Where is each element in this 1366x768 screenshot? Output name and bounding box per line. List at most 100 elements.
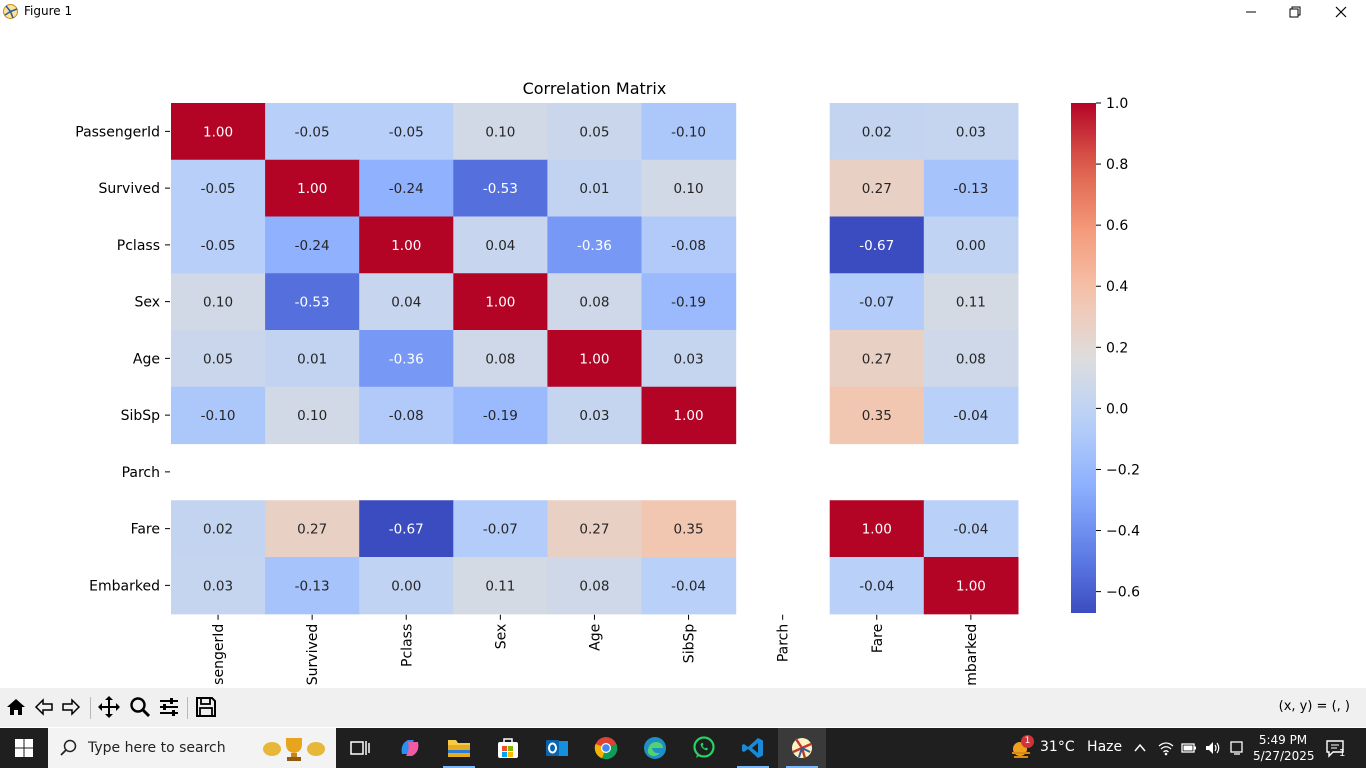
cell-annotation: 0.00 (391, 578, 421, 594)
heatmap-cell (265, 386, 360, 445)
x-tick-label: Parch (776, 624, 792, 662)
heatmap-cell (359, 159, 454, 218)
cell-annotation: -0.04 (859, 578, 894, 594)
back-button[interactable] (31, 694, 57, 720)
heatmap-cell (923, 216, 1019, 274)
cell-annotation: 0.35 (674, 522, 704, 538)
heatmap-cell (829, 330, 925, 388)
cell-annotation: -0.04 (953, 408, 988, 424)
cell-annotation: -0.10 (201, 408, 236, 424)
volume-icon[interactable] (1205, 740, 1221, 756)
outlook-icon (546, 740, 568, 756)
start-button[interactable] (0, 728, 48, 768)
taskbar-app-whatsapp[interactable] (680, 728, 728, 768)
taskbar-app-file-explorer[interactable] (435, 728, 483, 768)
task-view-button[interactable] (336, 728, 384, 768)
chart-title: Correlation Matrix (523, 79, 667, 98)
pan-button[interactable] (96, 694, 122, 720)
cell-annotation: -0.05 (295, 124, 330, 140)
y-tick-label: Fare (131, 522, 160, 538)
heatmap-cell (829, 386, 925, 445)
cell-annotation: 0.08 (956, 351, 986, 367)
cell-annotation: -0.53 (295, 295, 330, 311)
cell-annotation: 0.27 (579, 522, 609, 538)
heatmap-cell (453, 273, 548, 331)
configure-subplots-button[interactable] (156, 694, 182, 720)
heatmap-cell (171, 216, 266, 274)
home-button[interactable] (3, 694, 29, 720)
colorbar-tick-label: 0.2 (1106, 340, 1128, 356)
clock-date: 5/27/2025 (1253, 749, 1315, 763)
taskbar-app-store[interactable] (484, 728, 532, 768)
search-highlight-icon (263, 738, 325, 761)
close-button[interactable] (1318, 0, 1364, 24)
heatmap-cell (547, 103, 643, 161)
clock-time: 5:49 PM (1258, 733, 1308, 747)
cell-annotation: 0.00 (956, 238, 986, 254)
colorbar-tick-label: 0.8 (1106, 157, 1128, 173)
taskbar-app-chrome[interactable] (582, 728, 630, 768)
figure-canvas[interactable]: Correlation Matrix 1.00 -0.05 -0.05 0.10 0.05… (0, 24, 1366, 688)
colorbar (1071, 103, 1096, 613)
colorbar-tick-label: −0.2 (1106, 462, 1140, 478)
minimize-button[interactable] (1228, 0, 1274, 24)
taskbar-app-edge[interactable] (631, 728, 679, 768)
heatmap-cell (829, 103, 925, 161)
cell-annotation: 0.01 (579, 181, 609, 197)
x-tick-label: Sex (493, 624, 509, 650)
forward-button[interactable] (58, 694, 84, 720)
taskbar-app-matplotlib-figure[interactable] (778, 728, 826, 768)
battery-icon[interactable] (1181, 740, 1197, 756)
search-icon (60, 739, 77, 756)
network-icon[interactable] (1158, 740, 1174, 756)
restore-button[interactable] (1272, 0, 1318, 24)
x-tick-label: Survived (305, 624, 321, 685)
taskbar-clock[interactable]: 5:49 PM 5/27/2025 (1253, 732, 1315, 764)
taskbar-app-copilot[interactable] (386, 728, 434, 768)
cell-annotation: 1.00 (956, 578, 986, 594)
heatmap-cell (641, 273, 737, 331)
cell-annotation: 0.10 (203, 295, 233, 311)
save-button[interactable] (193, 694, 219, 720)
copilot-icon (401, 740, 419, 756)
edge-icon (644, 737, 666, 759)
taskbar-search-box[interactable]: Type here to search (48, 728, 336, 768)
notification-count: 1 (1339, 748, 1346, 759)
cell-annotation: -0.08 (389, 408, 424, 424)
y-tick-label: Parch (122, 465, 160, 481)
heatmap-cell (359, 500, 454, 558)
cell-annotation: 0.05 (579, 124, 609, 140)
search-placeholder: Type here to search (88, 740, 226, 756)
heatmap-cell (359, 103, 454, 161)
cell-annotation: 0.03 (203, 578, 233, 594)
weather-badge: 1 (1021, 735, 1034, 748)
taskbar-app-outlook[interactable] (533, 728, 581, 768)
toolbar-separator (187, 697, 188, 719)
y-tick-label: Embarked (89, 578, 160, 594)
heatmap-cell (547, 330, 643, 388)
chevron-up-icon[interactable] (1132, 740, 1148, 756)
heatmap-cell (265, 159, 360, 218)
cell-annotation: 0.27 (297, 522, 327, 538)
heatmap-cell (923, 159, 1019, 218)
windows-taskbar: Type here to search 1 31°C (0, 728, 1366, 768)
colorbar-tick-label: 0.0 (1106, 401, 1128, 417)
device-icon[interactable] (1229, 740, 1245, 756)
heatmap-cell (453, 330, 548, 388)
cell-annotation: 1.00 (485, 295, 515, 311)
cell-annotation: -0.19 (671, 295, 706, 311)
taskbar-app-vscode[interactable] (729, 728, 777, 768)
y-tick-label: Pclass (117, 238, 160, 254)
x-tick-label: sengerId (211, 624, 227, 685)
weather-widget[interactable]: 31°C Haze (1040, 739, 1122, 755)
heatmap-cell (547, 159, 643, 218)
notification-icon[interactable] (1325, 738, 1345, 758)
heatmap-cell (171, 159, 266, 218)
zoom-button[interactable] (127, 694, 153, 720)
zoom-icon (130, 697, 151, 718)
store-icon (498, 738, 518, 758)
cell-annotation: -0.24 (389, 181, 424, 197)
toolbar-separator (90, 697, 91, 719)
cell-annotation: 0.05 (203, 351, 233, 367)
cell-annotation: -0.19 (483, 408, 518, 424)
